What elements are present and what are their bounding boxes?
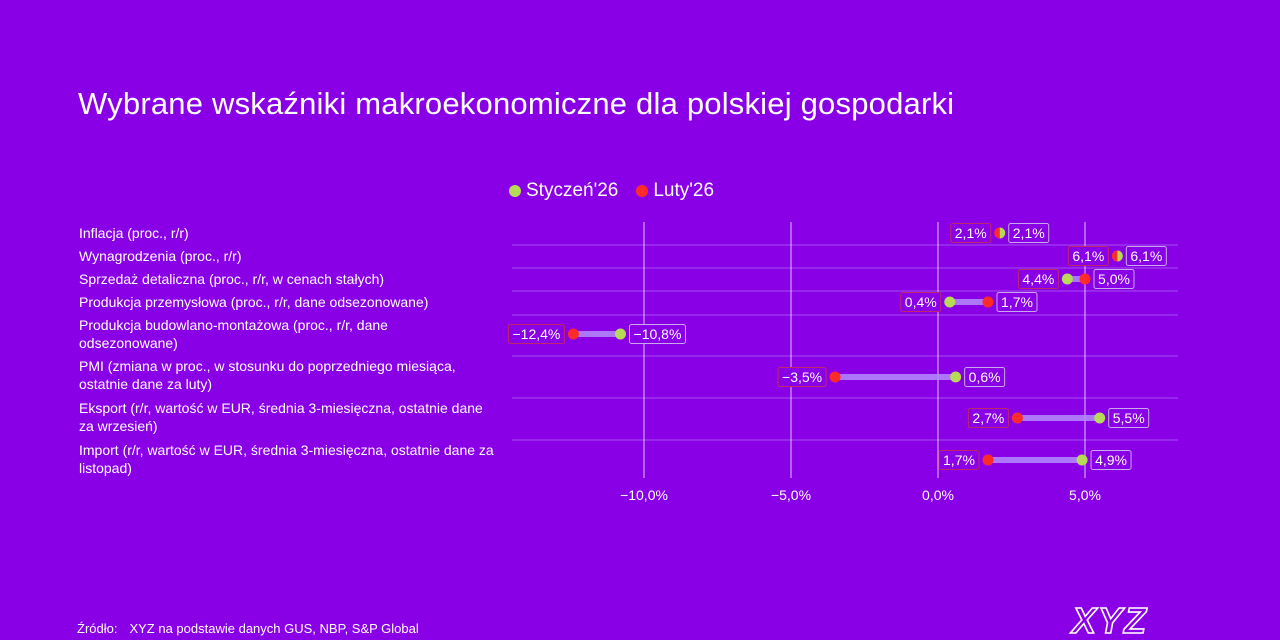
- point-feb-0: [994, 227, 1000, 239]
- x-tick-label-1: −5,0%: [771, 487, 811, 503]
- value-label-right-0-text: 2,1%: [1013, 225, 1045, 241]
- value-label-right-1-text: 6,1%: [1130, 248, 1162, 264]
- value-label-right-7: 4,9%: [1090, 450, 1132, 470]
- value-label-right-1-box: [1125, 246, 1167, 266]
- row-label-industrial-production: Produkcja przemysłowa (proc., r/r, dane …: [79, 294, 429, 310]
- value-label-right-4: −10,8%: [628, 324, 686, 344]
- value-label-right-5-box: [964, 367, 1006, 387]
- value-label-left-7-text: 1,7%: [943, 452, 975, 468]
- value-label-left-4: −12,4%: [507, 324, 565, 344]
- value-label-right-1: 6,1%: [1125, 246, 1167, 266]
- value-label-left-0: 2,1%: [950, 223, 992, 243]
- value-label-left-3: 0,4%: [900, 292, 942, 312]
- value-label-left-6: 2,7%: [967, 408, 1009, 428]
- value-label-left-5-box: [777, 367, 827, 387]
- row-label-pmi: PMI (zmiana w proc., w stosunku do poprz…: [79, 358, 456, 392]
- point-feb-7: [982, 454, 994, 466]
- point-jan-3: [944, 296, 956, 308]
- value-label-right-5: 0,6%: [964, 367, 1006, 387]
- point-jan-1: [1117, 250, 1123, 262]
- point-feb-5: [829, 371, 841, 383]
- value-label-right-2-box: [1093, 269, 1135, 289]
- row-label-wages: Wynagrodzenia (proc., r/r): [79, 248, 242, 264]
- point-feb-2: [1079, 273, 1091, 285]
- x-tick-label-2: 0,0%: [922, 487, 954, 503]
- x-tick-label-3: 5,0%: [1069, 487, 1101, 503]
- legend-label-feb: Luty'26: [653, 180, 715, 201]
- legend-marker-jan: [509, 185, 521, 197]
- value-label-left-1: 6,1%: [1067, 246, 1109, 266]
- point-jan-2: [1061, 273, 1073, 285]
- row-label-export: Eksport (r/r, wartość w EUR, średnia 3-m…: [79, 400, 483, 434]
- value-label-right-7-text: 4,9%: [1095, 452, 1127, 468]
- value-label-right-4-text: −10,8%: [634, 326, 682, 342]
- value-label-left-3-box: [900, 292, 942, 312]
- value-label-left-3-text: 0,4%: [905, 294, 937, 310]
- value-label-right-2: 5,0%: [1093, 269, 1135, 289]
- row-label-import: Import (r/r, wartość w EUR, średnia 3-mi…: [79, 442, 494, 476]
- value-label-left-5: −3,5%: [777, 367, 827, 387]
- source-text: XYZ na podstawie danych GUS, NBP, S&P Gl…: [129, 621, 419, 636]
- xyz-logo: XYZ: [1069, 603, 1148, 637]
- point-jan-0: [999, 227, 1006, 239]
- value-label-left-4-text: −12,4%: [513, 326, 561, 342]
- legend-marker-feb: [636, 185, 649, 197]
- legend-item-feb: Luty'26: [636, 180, 714, 202]
- row-label-inflation: Inflacja (proc., r/r): [79, 225, 189, 241]
- value-label-right-0-box: [1008, 223, 1050, 243]
- value-label-left-6-text: 2,7%: [972, 410, 1004, 426]
- point-jan-4: [614, 328, 626, 340]
- legend-item-jan: Styczeń'26: [509, 180, 618, 202]
- point-feb-6: [1011, 412, 1023, 424]
- value-label-right-6-text: 5,5%: [1113, 410, 1145, 426]
- source-label: Źródło:: [77, 621, 118, 636]
- x-tick-label-0: −10,0%: [620, 487, 668, 503]
- chart-title: Wybrane wskaźniki makroekonomiczne dla p…: [78, 86, 955, 121]
- value-label-right-6: 5,5%: [1108, 408, 1150, 428]
- value-label-left-0-box: [950, 223, 992, 243]
- legend-label-jan: Styczeń'26: [526, 180, 619, 201]
- logo-text: XYZ: [1070, 603, 1148, 637]
- value-label-left-7: 1,7%: [938, 450, 980, 470]
- value-label-left-1-text: 6,1%: [1072, 248, 1104, 264]
- value-label-left-0-text: 2,1%: [955, 225, 987, 241]
- value-label-right-4-box: [628, 324, 686, 344]
- value-label-left-7-box: [938, 450, 980, 470]
- value-label-right-5-text: 0,6%: [969, 369, 1001, 385]
- value-label-left-2-text: 4,4%: [1022, 271, 1054, 287]
- point-jan-6: [1094, 412, 1106, 424]
- value-label-left-1-box: [1067, 246, 1109, 266]
- value-label-right-7-box: [1090, 450, 1132, 470]
- source-note: Źródło: XYZ na podstawie danych GUS, NBP,…: [77, 621, 431, 636]
- value-label-right-3-text: 1,7%: [1001, 294, 1033, 310]
- value-label-left-5-text: −3,5%: [782, 369, 822, 385]
- value-label-right-3: 1,7%: [996, 292, 1038, 312]
- point-jan-7: [1076, 454, 1088, 466]
- value-label-right-0: 2,1%: [1008, 223, 1050, 243]
- value-label-left-2-box: [1017, 269, 1059, 289]
- chart-legend: Styczeń'26 Luty'26: [509, 180, 732, 202]
- value-label-left-2: 4,4%: [1017, 269, 1059, 289]
- point-jan-5: [950, 371, 962, 383]
- row-label-retail-sales: Sprzedaż detaliczna (proc., r/r, w cenac…: [79, 271, 385, 287]
- value-label-right-3-box: [996, 292, 1038, 312]
- point-feb-3: [982, 296, 994, 308]
- point-feb-1: [1111, 250, 1118, 262]
- value-label-left-6-box: [967, 408, 1009, 428]
- value-label-right-6-box: [1108, 408, 1150, 428]
- row-label-construction: Produkcja budowlano-montażowa (proc., r/…: [79, 317, 388, 351]
- point-feb-4: [567, 328, 579, 340]
- value-label-right-2-text: 5,0%: [1098, 271, 1130, 287]
- value-label-left-4-box: [507, 324, 565, 344]
